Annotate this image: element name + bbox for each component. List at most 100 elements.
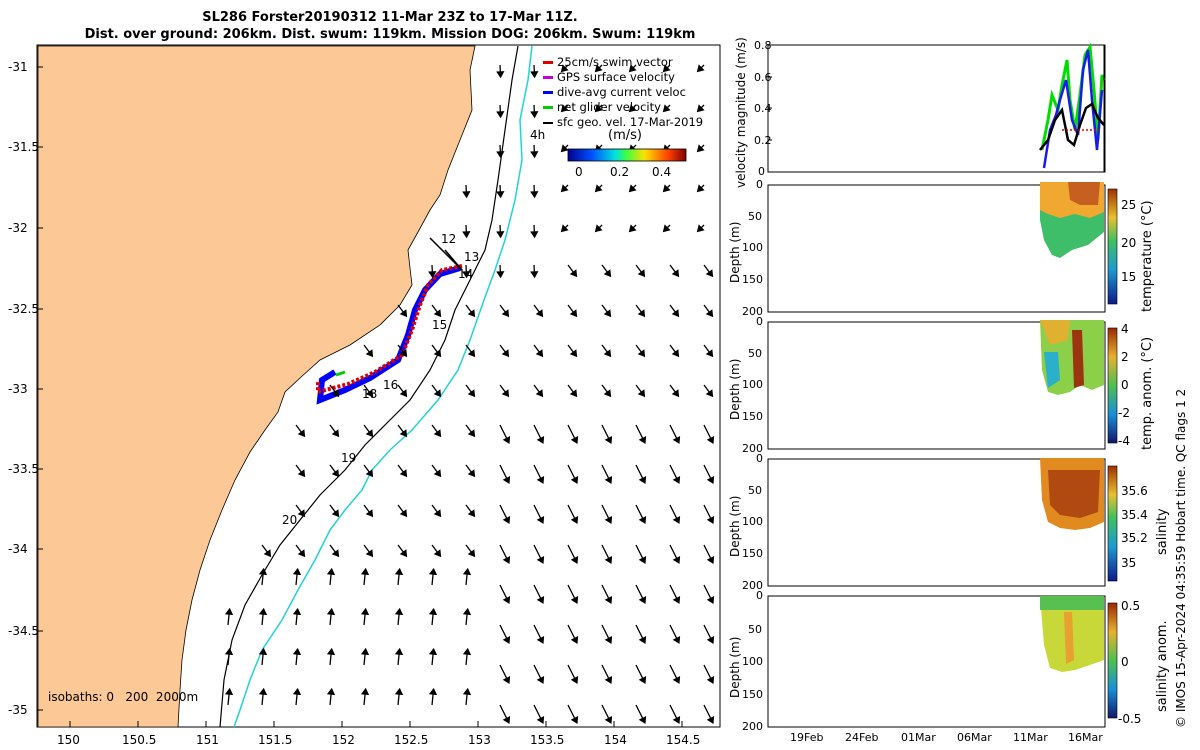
velocity-arrow-head (360, 567, 370, 576)
day-label: 13 (464, 250, 480, 264)
velocity-arrow-head (530, 111, 539, 119)
lat-tick-1: -31.5 (8, 140, 40, 154)
velocity-arrow-head (326, 687, 336, 696)
velocity-arrow-head (638, 675, 647, 685)
velocity-arrow-head (604, 435, 613, 445)
velocity-arrow-head (467, 389, 476, 398)
velocity-arrow-head (706, 595, 715, 605)
speed-colorbar (567, 148, 687, 162)
velocity-arrow-head (428, 567, 438, 576)
velocity-arrow-head (637, 309, 646, 318)
velocity-arrow-head (696, 104, 705, 113)
velocity-arrow-head (536, 435, 545, 445)
velocity-arrow-head (569, 309, 578, 318)
cb-tick: 15 (1121, 270, 1137, 284)
depth-tick: 100 (742, 378, 763, 391)
velocity-arrow-head (662, 184, 671, 193)
velocity-arrow-head (696, 184, 705, 193)
velocity-arrow-head (399, 389, 408, 398)
legend-swatch-magenta (543, 76, 553, 79)
velocity-arrow-head (433, 429, 442, 438)
velocity-arrow-head (672, 515, 681, 525)
velocity-arrow-head (570, 435, 579, 445)
velocity-arrow-head (394, 607, 404, 616)
velocity-arrow-head (672, 715, 681, 725)
temperature-colorbar (1107, 188, 1118, 305)
velocity-arrow-head (501, 349, 510, 358)
velocity-arrow-head (569, 269, 578, 278)
depth-tick: 50 (748, 623, 762, 636)
title-line-1: SL286 Forster20190312 11-Mar 23Z to 17-M… (202, 10, 578, 25)
velocity-arrow-head (365, 429, 374, 438)
depth-tick: 200 (742, 442, 763, 455)
velocity-arrow-head (536, 595, 545, 605)
vel-ytick: 0.8 (754, 39, 772, 52)
velocity-arrow-head (696, 224, 705, 233)
velocity-arrow-head (672, 595, 681, 605)
depth-tick: 200 (742, 720, 763, 733)
velocity-arrow-head (501, 389, 510, 398)
velocity-arrow-head (297, 469, 306, 478)
velocity-arrow-head (365, 469, 374, 478)
velocity-arrow-head (604, 675, 613, 685)
depth-tick: 150 (742, 688, 763, 701)
cb-tick: 2 (1121, 350, 1129, 364)
cb-tick: 35.6 (1121, 484, 1148, 498)
velocity-arrow-head (292, 567, 302, 576)
velocity-arrow-head (433, 389, 442, 398)
cb-tick: 35.4 (1121, 508, 1148, 522)
velocity-arrow-head (570, 475, 579, 485)
cb-tick: 0 (1121, 378, 1129, 392)
velocity-arrow-head (671, 269, 680, 278)
velocity-arrow-head (628, 104, 637, 113)
velocity-arrow-head (433, 349, 442, 358)
velocity-arrow-head (603, 309, 612, 318)
colorbar-unit: (m/s) (608, 128, 642, 143)
legend-swatch-blue (543, 91, 553, 94)
velocity-arrow-head (462, 231, 471, 239)
map-legend: 25cm/s swim vector GPS surface velocity … (543, 55, 703, 130)
lon-tick-6: 153 (468, 733, 491, 747)
velocity-arrow-head (604, 515, 613, 525)
lat-tick-6: -34 (8, 542, 28, 556)
velocity-arrow-head (594, 104, 603, 113)
velocity-arrow-head (258, 687, 268, 696)
velocity-arrow-head (428, 607, 438, 616)
day-label: 14 (458, 267, 474, 281)
depth-tick: 50 (748, 347, 762, 360)
velocity-arrow-head (462, 271, 471, 279)
velocity-arrow-head (331, 389, 340, 398)
velocity-arrow-head (297, 509, 306, 518)
velocity-arrow-head (706, 515, 715, 525)
vel-ytick: 0.4 (754, 102, 772, 115)
velocity-arrow-head (394, 687, 404, 696)
velocity-arrow-head (428, 271, 437, 279)
velocity-arrow-head (263, 549, 272, 558)
velocity-arrow-head (535, 349, 544, 358)
cb-tick: -4 (1118, 434, 1130, 448)
lon-tick-1: 150.5 (122, 733, 157, 747)
date-tick: 11Mar (1013, 731, 1048, 744)
legend-label-1: GPS surface velocity (557, 70, 675, 84)
velocity-arrow-head (637, 389, 646, 398)
velocity-arrow-head (462, 607, 472, 616)
temp-anom-colorbar (1107, 327, 1118, 444)
velocity-arrow-head (628, 224, 637, 233)
velocity-panel (767, 44, 1106, 173)
velocity-arrow-head (705, 309, 714, 318)
cb-tick: 4 (1121, 322, 1129, 336)
depth-tick: 0 (756, 178, 763, 191)
velocity-arrow-head (258, 567, 268, 576)
velocity-arrow-head (594, 224, 603, 233)
velocity-arrow-head (433, 469, 442, 478)
velocity-arrow-head (467, 509, 476, 518)
velocity-arrow-head (360, 607, 370, 616)
date-tick: 24Feb (845, 731, 879, 744)
lat-tick-3: -32.5 (8, 302, 40, 316)
velocity-arrow-head (570, 675, 579, 685)
lat-tick-4: -33 (8, 382, 28, 396)
velocity-arrow-head (502, 715, 511, 725)
lat-tick-7: -34.5 (8, 624, 40, 638)
legend-swatch-green (543, 106, 553, 109)
velocity-arrow-head (399, 509, 408, 518)
